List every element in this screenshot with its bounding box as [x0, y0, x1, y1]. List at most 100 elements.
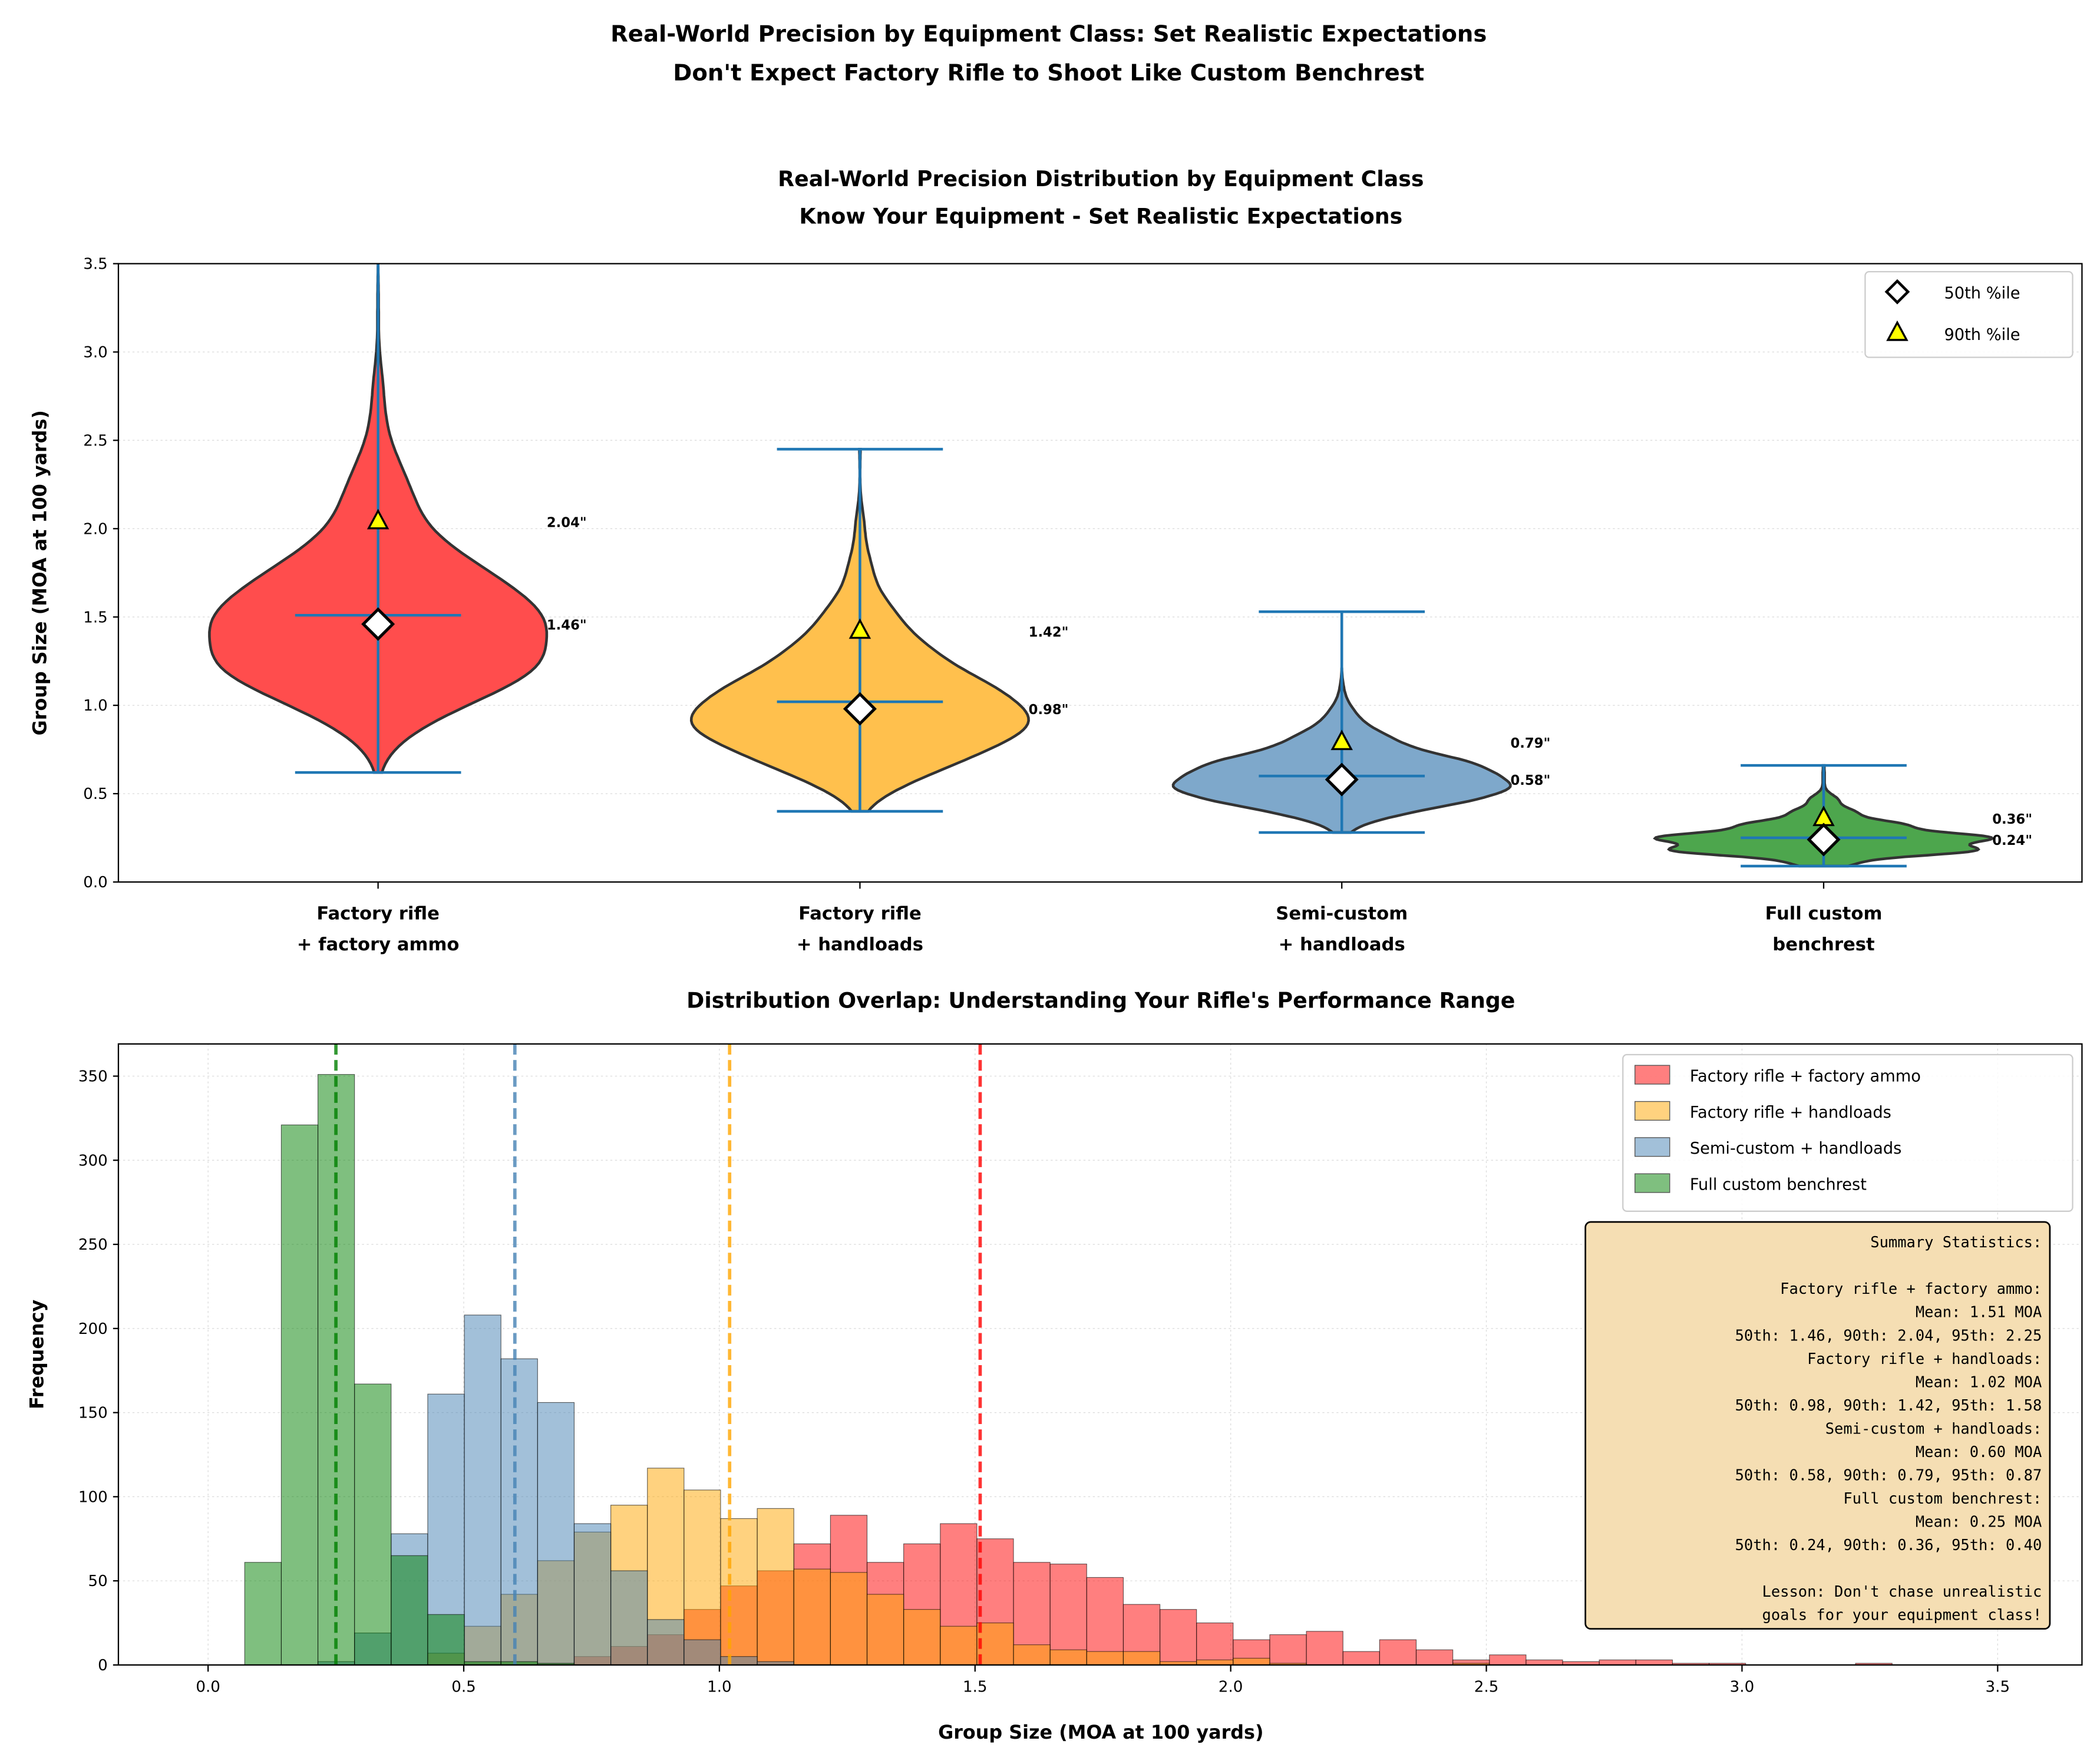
- category-label-line1: Semi-custom: [1276, 904, 1408, 924]
- histogram-bar: [684, 1489, 721, 1665]
- summary-line: 50th: 0.24, 90th: 0.36, 95th: 0.40: [1735, 1536, 2042, 1554]
- histogram-bar: [830, 1572, 868, 1665]
- figure-title-line1: Real-World Precision by Equipment Class:…: [610, 21, 1487, 47]
- histogram-bar: [684, 1639, 721, 1665]
- histogram-bar: [1269, 1634, 1307, 1665]
- violin-chart: Real-World Precision Distribution by Equ…: [29, 166, 2083, 955]
- violin-group: [689, 448, 1030, 813]
- histogram-bar: [1269, 1663, 1307, 1665]
- histogram-bar: [1049, 1649, 1087, 1665]
- histogram-bar: [427, 1614, 465, 1665]
- p90-value-label: 2.04": [547, 515, 587, 530]
- summary-line: Factory rifle + factory ammo:: [1780, 1280, 2042, 1297]
- histogram-bar: [1306, 1631, 1343, 1665]
- violin-legend-box: [1864, 271, 2073, 358]
- histogram-bar: [1489, 1654, 1527, 1665]
- legend-swatch: [1635, 1137, 1670, 1157]
- histogram-y-tick-label: 300: [78, 1152, 108, 1170]
- violin-axes-frame: [117, 263, 2083, 883]
- histogram-bar: [1708, 1663, 1746, 1665]
- histogram-bar: [537, 1663, 575, 1665]
- legend-label: Factory rifle + handloads: [1690, 1104, 1891, 1122]
- histogram-bar: [500, 1358, 538, 1665]
- histogram-chart: Distribution Overlap: Understanding Your…: [27, 988, 2083, 1743]
- histogram-bar: [720, 1656, 758, 1665]
- p50-value-label: 0.98": [1029, 702, 1069, 718]
- category-label-line1: Factory rifle: [798, 904, 922, 924]
- legend-swatch: [1635, 1101, 1670, 1121]
- violin-group: [1171, 610, 1512, 834]
- p90-triangle-marker: [1330, 729, 1353, 751]
- histogram-bar: [1379, 1639, 1417, 1665]
- histogram-bar: [1526, 1659, 1563, 1665]
- summary-line: Lesson: Don't chase unrealistic: [1762, 1583, 2042, 1600]
- histogram-y-tick-label: 0: [98, 1657, 108, 1674]
- histogram-bar: [1122, 1651, 1161, 1665]
- violin-title-line2: Know Your Equipment - Set Realistic Expe…: [799, 203, 1402, 229]
- histogram-y-tick-label: 50: [88, 1573, 108, 1590]
- violin-y-tick-label: 3.0: [83, 344, 108, 362]
- p50-diamond-marker: [1807, 822, 1841, 857]
- histogram-x-tick-label: 1.0: [707, 1678, 732, 1696]
- histogram-y-tick-label: 250: [78, 1236, 108, 1254]
- histogram-y-tick-label: 150: [78, 1405, 108, 1422]
- summary-line: Mean: 1.02 MOA: [1916, 1373, 2042, 1390]
- p90-value-label: 0.36": [1992, 812, 2032, 827]
- histogram-x-axis-label: Group Size (MOA at 100 yards): [938, 1722, 1263, 1743]
- histogram-x-tick-label: 0.5: [451, 1678, 476, 1696]
- legend-50th-label: 50th %ile: [1944, 285, 2020, 303]
- summary-statistics-box: Summary Statistics: Factory rifle + facto…: [1584, 1221, 2051, 1630]
- violin-y-tick-label: 2.0: [83, 520, 108, 538]
- histogram-y-tick-label: 350: [78, 1068, 108, 1086]
- p50-diamond-marker: [843, 692, 877, 726]
- histogram-bar: [940, 1626, 978, 1665]
- category-label-line2: + handloads: [797, 934, 923, 955]
- histogram-bar: [1160, 1609, 1197, 1665]
- summary-line: 50th: 1.46, 90th: 2.04, 95th: 2.25: [1735, 1326, 2042, 1344]
- histogram-bar: [1196, 1622, 1234, 1665]
- histogram-bar: [793, 1568, 831, 1665]
- category-label-line2: + factory ammo: [297, 934, 460, 955]
- histogram-x-tick-label: 3.0: [1730, 1678, 1755, 1696]
- histogram-bar: [903, 1609, 941, 1665]
- summary-line: goals for your equipment class!: [1762, 1606, 2042, 1624]
- triangle-marker-icon: [1886, 320, 1909, 341]
- p50-diamond-marker: [1325, 762, 1359, 797]
- histogram-bar: [354, 1383, 392, 1665]
- summary-line: Full custom benchrest:: [1843, 1489, 2042, 1507]
- summary-box-background: [1584, 1221, 2051, 1630]
- histogram-bar: [537, 1402, 575, 1665]
- p90-triangle-marker: [848, 618, 871, 639]
- legend-label: Factory rifle + factory ammo: [1690, 1067, 1921, 1085]
- histogram-title: Distribution Overlap: Understanding Your…: [686, 988, 1515, 1013]
- histogram-bar: [1013, 1644, 1051, 1665]
- summary-line: 50th: 0.58, 90th: 0.79, 95th: 0.87: [1735, 1466, 2042, 1484]
- category-label-line2: + handloads: [1279, 934, 1405, 955]
- histogram-bar: [1415, 1649, 1454, 1665]
- histogram-bar: [1635, 1659, 1673, 1665]
- histogram-bar: [647, 1619, 685, 1665]
- histogram-x-tick-label: 2.5: [1474, 1678, 1499, 1696]
- histogram-bar: [1452, 1663, 1490, 1665]
- histogram-bar: [464, 1314, 501, 1665]
- histogram-bar: [976, 1622, 1014, 1665]
- summary-line: Mean: 0.25 MOA: [1916, 1512, 2042, 1530]
- violin-y-tick-label: 2.5: [83, 432, 108, 450]
- summary-line: Summary Statistics:: [1870, 1233, 2042, 1251]
- violin-y-tick-label: 3.5: [83, 256, 108, 273]
- violin-group: [1653, 764, 1995, 868]
- p50-diamond-marker: [361, 607, 395, 641]
- histogram-bar: [1196, 1659, 1234, 1665]
- p50-value-label: 0.58": [1510, 773, 1550, 788]
- violin-y-axis-label: Group Size (MOA at 100 yards): [29, 410, 51, 735]
- histogram-bar: [866, 1594, 904, 1665]
- histogram-bar: [610, 1570, 648, 1665]
- violin-y-tick-label: 0.5: [83, 785, 108, 803]
- legend-label: Full custom benchrest: [1690, 1175, 1867, 1194]
- histogram-bar: [1233, 1657, 1270, 1665]
- histogram-legend-box: [1622, 1053, 2073, 1212]
- legend-swatch: [1635, 1173, 1670, 1193]
- summary-line: Mean: 0.60 MOA: [1916, 1443, 2042, 1461]
- histogram-bar: [757, 1508, 794, 1665]
